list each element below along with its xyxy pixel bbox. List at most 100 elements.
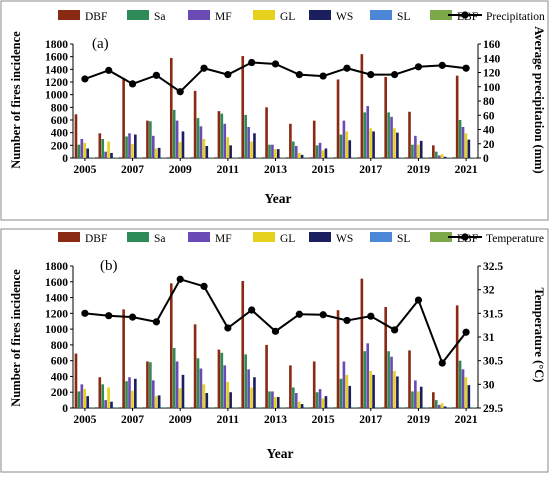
panel-b-legend-label-ws: WS [336, 233, 353, 245]
panel-b-bar-mf [461, 369, 465, 408]
panel-b-bar-ws [419, 386, 423, 408]
panel-b-y-tick-label: 1200 [45, 308, 68, 320]
panel-a-bar-sa [244, 114, 247, 158]
panel-b-bar-ws [348, 385, 352, 408]
panel-b-bar-dbf [193, 324, 197, 408]
panel-b-legend-swatch-mf [188, 232, 210, 242]
panel-a-bar-mf [223, 123, 227, 158]
panel-a-bar-sa [434, 151, 438, 158]
panel-a-bar-sl [113, 157, 116, 158]
panel-b-bar-ws [396, 376, 399, 408]
panel-a-bar-ws [229, 145, 232, 158]
panel-b-bar-ws [110, 401, 113, 408]
panel-a-bar-sl [160, 157, 164, 158]
panel-b-x-tick-label: 2007 [121, 414, 144, 426]
panel-b-bar-mf [390, 356, 393, 408]
panel-b-bar-ws [372, 374, 375, 408]
panel-b-bar-sa [244, 354, 247, 408]
panel-b-temperature-point [105, 312, 113, 320]
panel-a-bar-ws [396, 132, 399, 158]
panel-a-legend-label-dbf: DBF [85, 11, 107, 23]
panel-b-bar-mf [318, 389, 322, 408]
panel-b-bar-sl [351, 407, 354, 408]
panel-b-legend-label-line: Temperature [486, 233, 544, 245]
panel-a-legend-swatch-gl [253, 10, 275, 20]
panel-b-temperature-point [81, 309, 89, 317]
panel-a-precipitation-point [152, 71, 160, 79]
panel-a-precipitation-point [176, 88, 184, 96]
panel-b-bar-ebf [282, 407, 286, 408]
panel-a-y-tick-label: 1200 [45, 77, 68, 89]
panel-b-bar-mf [294, 393, 298, 408]
panel-a-precipitation-point [105, 66, 113, 74]
panel-a-bar-mf [175, 120, 179, 158]
panel-a-bar-mf [128, 133, 131, 158]
panel-b-bar-sl [327, 407, 331, 408]
panel-b-legend-swatch-sl [370, 232, 392, 242]
panel-a-bar-ebf [378, 157, 381, 158]
panel-b-bar-sl [279, 407, 283, 408]
panel-a-y2-tick-label: 100 [483, 82, 501, 94]
panel-a-bar-dbf [74, 114, 78, 158]
panel-b-bar-ws [134, 378, 137, 408]
panel-b-bar-gl [464, 377, 468, 408]
panel-a-legend-label-sa: Sa [154, 11, 166, 23]
panel-a-legend: DBFSaMFGLWSSLEBFPrecipitation [58, 10, 545, 23]
panel-a-bar-ws [348, 140, 352, 158]
panel-a-label: (a) [92, 36, 109, 52]
panel-b-x-tick-label: 2019 [407, 414, 430, 426]
panel-b-border [0, 228, 549, 473]
panel-b-legend-label-gl: GL [280, 233, 295, 245]
panel-b-y2-tick-label: 30 [483, 379, 495, 391]
panel-a-bar-dbf [169, 57, 173, 158]
panel-b-bar-dbf [241, 280, 245, 408]
panel-b-bar-mf [128, 377, 131, 408]
panel-a-bar-sa [339, 134, 343, 158]
panel-b-bar-sl [303, 407, 307, 408]
panel-b-bar-ws [300, 404, 304, 408]
panel-a-legend-swatch-mf [188, 10, 210, 20]
panel-b-bar-dbf [336, 310, 340, 408]
panel-b-bar-gl [107, 387, 110, 408]
panel-a-y-tick-label: 800 [51, 102, 69, 114]
panel-b-bar-mf [80, 384, 84, 408]
panel-b-y-tick-label: 1000 [45, 324, 68, 336]
panel-a-y2-tick-label: 120 [483, 68, 501, 80]
panel-b-y-tick-label: 1800 [45, 261, 68, 273]
panel-a-y-tick-label: 1400 [45, 64, 68, 76]
panel-a-precipitation-point [248, 58, 256, 67]
panel-b-bar-gl [369, 370, 372, 408]
panel-a-bar-sa [458, 120, 462, 158]
panel-b-bar-sl [89, 407, 92, 408]
panel-b-bar-gl [154, 396, 158, 408]
panel-b-bar-ebf [187, 407, 191, 408]
panel-a-bar-mf [390, 116, 393, 158]
panel-a-bar-ebf [163, 157, 167, 158]
panel-a-bar-sl [303, 157, 307, 158]
panel-b-temperature-point [295, 310, 303, 318]
panel-b-temperature-point [176, 275, 184, 283]
panel-a-bar-sl [327, 157, 331, 158]
panel-b-bar-ebf [425, 407, 429, 408]
panel-b-bar-mf [199, 368, 203, 408]
panel-a-bar-mf [271, 144, 274, 158]
panel-b-bar-dbf [122, 309, 125, 408]
panel-b-bar-ws [205, 393, 209, 408]
panel-a-bar-sl [279, 157, 283, 158]
panel-a-bar-gl [83, 142, 87, 158]
panel-b-bar-sl [160, 407, 164, 408]
panel-b-bar-dbf [98, 377, 102, 408]
panel-a-precipitation-point [462, 64, 470, 72]
panel-a-legend-swatch-sl [370, 10, 392, 20]
panel-b-bar-sa [292, 387, 295, 408]
panel-b-bar-ebf [139, 407, 143, 408]
panel-b-bar-gl [202, 384, 206, 408]
panel-a-border [0, 0, 549, 221]
panel-b-bar-ebf [330, 407, 334, 408]
panel-a-bar-mf [294, 145, 298, 158]
panel-b-bar-sa [172, 348, 176, 408]
panel-b-bar-sa [387, 351, 390, 408]
panel-a-y2-tick-label: 40 [483, 125, 495, 137]
panel-b-legend-label-sl: SL [397, 233, 410, 245]
panel-a-bar-gl [202, 139, 206, 158]
